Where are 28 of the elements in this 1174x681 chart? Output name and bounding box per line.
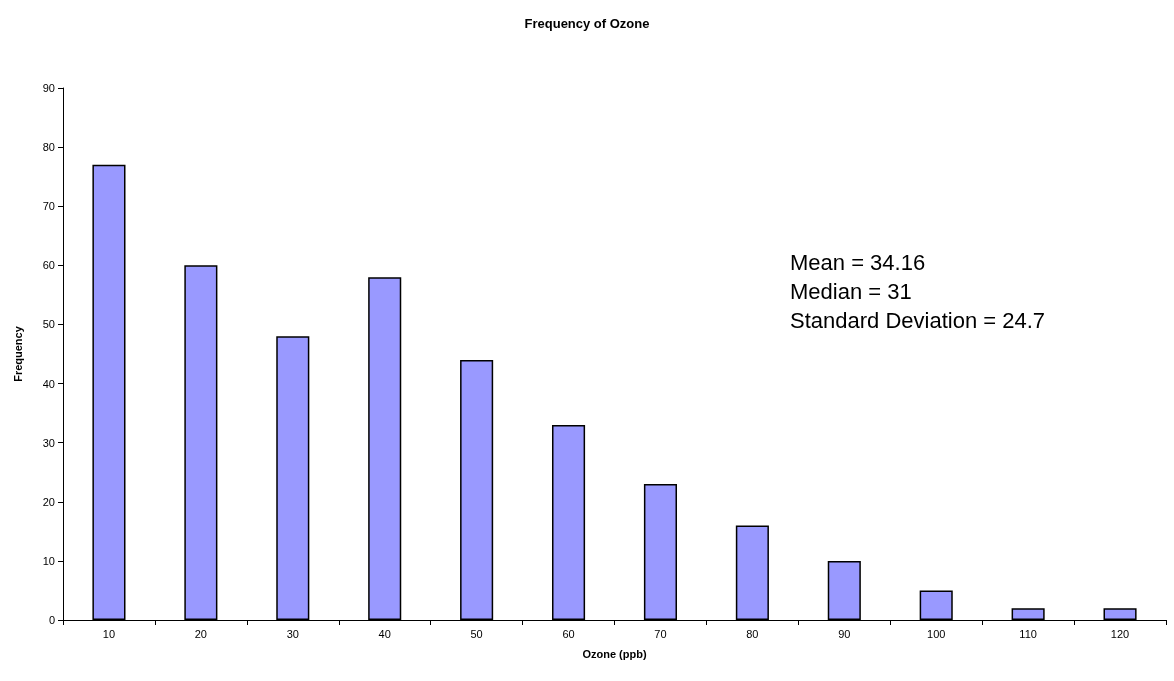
y-tick-label: 60 [42, 259, 55, 272]
y-axis-title: Frequency [11, 325, 24, 382]
y-tick-label: 70 [42, 200, 55, 213]
x-tick-label: 110 [1019, 627, 1037, 640]
y-tick-label: 90 [42, 82, 55, 94]
x-tick-label: 80 [746, 627, 759, 640]
annotation: Standard Deviation = 24.7 [790, 308, 1046, 333]
x-tick-label: 50 [470, 627, 483, 640]
y-tick-label: 10 [42, 554, 55, 567]
y-tick-label: 50 [42, 318, 55, 331]
x-tick-label: 10 [102, 627, 116, 640]
y-tick-label: 40 [42, 377, 55, 390]
x-tick-label: 60 [562, 627, 575, 640]
chart-title: Frequency of Ozone [524, 16, 650, 31]
y-tick-label: 30 [42, 436, 55, 449]
x-tick-label: 100 [927, 627, 946, 640]
x-axis-title: Ozone (ppb) [582, 647, 647, 660]
x-tick-label: 30 [286, 627, 299, 640]
x-tick-label: 120 [1110, 627, 1130, 640]
y-tick-label: 20 [42, 495, 55, 508]
y-tick-label: 80 [42, 141, 55, 154]
annotation: Mean = 34.16 [790, 250, 926, 275]
x-tick-label: 70 [654, 627, 667, 640]
x-tick-label: 20 [194, 627, 207, 640]
x-tick-label: 90 [838, 627, 851, 640]
annotation: Median = 31 [790, 279, 912, 304]
x-tick-label: 40 [378, 627, 391, 640]
y-tick-label: 0 [48, 614, 55, 626]
